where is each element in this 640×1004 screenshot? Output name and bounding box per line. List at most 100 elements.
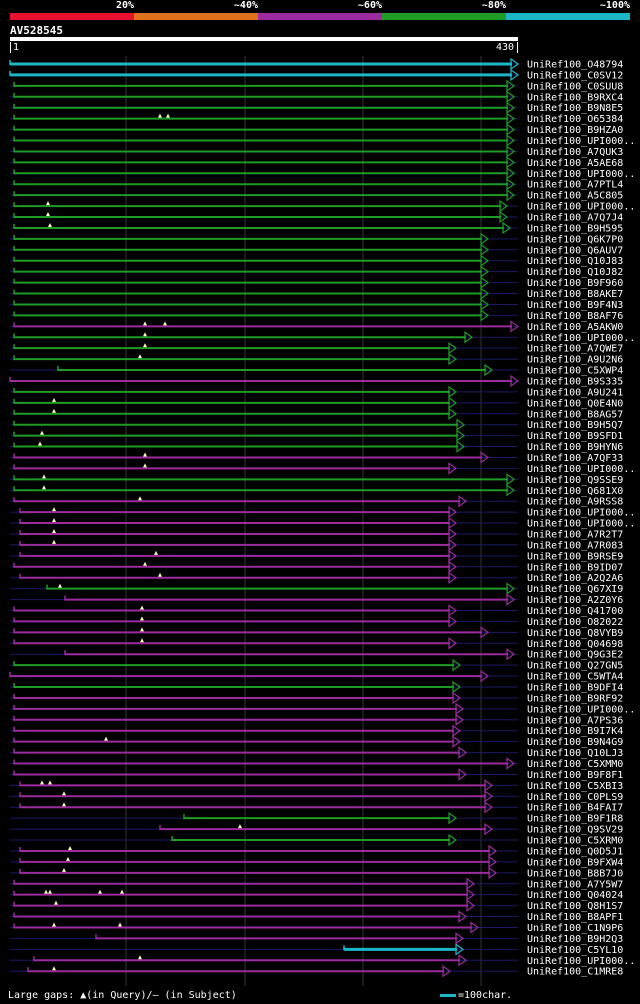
hit-label[interactable]: UniRef100_A7PTL4 xyxy=(527,180,623,191)
hit-label[interactable]: UniRef100_B8B7J0 xyxy=(527,868,623,879)
hit-label[interactable]: UniRef100_Q6AUV7 xyxy=(527,245,623,256)
hit-row[interactable]: UniRef100_Q8VYB9 xyxy=(10,626,623,639)
hit-label[interactable]: UniRef100_Q41700 xyxy=(527,606,623,617)
hit-label[interactable]: UniRef100_O65384 xyxy=(527,114,623,125)
hit-row[interactable]: UniRef100_O82022 xyxy=(10,615,623,628)
hit-label[interactable]: UniRef100_B9S335 xyxy=(527,376,623,387)
hit-row[interactable]: UniRef100_Q10J83 xyxy=(10,254,623,267)
hit-label[interactable]: UniRef100_B9N4G9 xyxy=(527,737,623,748)
hit-label[interactable]: UniRef100_Q9SV29 xyxy=(527,825,623,836)
hit-row[interactable]: UniRef100_Q10J82 xyxy=(10,265,623,279)
hit-row[interactable]: UniRef100_Q10LJ3 xyxy=(10,746,623,760)
hit-row[interactable]: UniRef100_Q8H1S7 xyxy=(10,899,623,913)
hit-row[interactable]: UniRef100_C0PLS9 xyxy=(10,790,623,803)
hit-label[interactable]: UniRef100_C5XMM0 xyxy=(527,759,623,770)
hit-label[interactable]: UniRef100_UPI000.. xyxy=(527,333,635,344)
hit-row[interactable]: UniRef100_B8APF1 xyxy=(10,910,623,924)
hit-row[interactable]: UniRef100_B9SFD1 xyxy=(10,429,623,443)
hit-row[interactable]: UniRef100_B8AG57 xyxy=(10,407,623,421)
hit-label[interactable]: UniRef100_Q0E4N0 xyxy=(527,398,623,409)
hit-row[interactable]: UniRef100_A7R2T7 xyxy=(10,527,623,541)
hit-label[interactable]: UniRef100_B9DFI4 xyxy=(527,683,623,694)
hit-row[interactable]: UniRef100_C0SUU8 xyxy=(10,79,623,93)
hit-row[interactable]: UniRef100_Q41700 xyxy=(10,604,623,618)
hit-label[interactable]: UniRef100_B4FAI7 xyxy=(527,803,623,814)
hit-row[interactable]: UniRef100_B9S335 xyxy=(9,374,623,388)
hit-label[interactable]: UniRef100_B8AKE7 xyxy=(527,289,623,300)
hit-row[interactable]: UniRef100_C5XMM0 xyxy=(10,757,623,771)
hit-row[interactable]: UniRef100_C5WTA4 xyxy=(9,669,623,683)
hit-row[interactable]: UniRef100_Q0D5J1 xyxy=(10,844,623,858)
hit-label[interactable]: UniRef100_B9H5Q7 xyxy=(527,420,623,431)
hit-label[interactable]: UniRef100_O48794 xyxy=(527,60,623,71)
hit-row[interactable]: UniRef100_A5AE68 xyxy=(10,156,623,169)
hit-label[interactable]: UniRef100_C0PLS9 xyxy=(527,792,623,803)
hit-row[interactable]: UniRef100_B8AF76 xyxy=(10,309,623,322)
hit-row[interactable]: UniRef100_UPI000.. xyxy=(10,167,635,180)
hit-label[interactable]: UniRef100_C0SUU8 xyxy=(527,81,623,92)
hit-label[interactable]: UniRef100_B9ID07 xyxy=(527,562,623,573)
hit-label[interactable]: UniRef100_B9RXC4 xyxy=(527,92,623,103)
hit-label[interactable]: UniRef100_B9FXW4 xyxy=(527,857,623,868)
hit-label[interactable]: UniRef100_C1MRE8 xyxy=(527,967,623,978)
hit-label[interactable]: UniRef100_B8APF1 xyxy=(527,912,623,923)
hit-row[interactable]: UniRef100_B9H5Q7 xyxy=(10,418,623,432)
hit-label[interactable]: UniRef100_B9HYN6 xyxy=(527,442,623,453)
hit-row[interactable]: UniRef100_B9H595 xyxy=(10,221,623,235)
hit-label[interactable]: UniRef100_C5WTA4 xyxy=(527,672,623,683)
hit-row[interactable]: UniRef100_Q9SSE9 xyxy=(10,473,623,486)
hit-label[interactable]: UniRef100_B9I7K4 xyxy=(527,726,623,737)
hit-label[interactable]: UniRef100_A7QF33 xyxy=(527,453,623,464)
hit-label[interactable]: UniRef100_C1N9P6 xyxy=(527,923,623,934)
hit-row[interactable]: UniRef100_A7PS36 xyxy=(10,713,623,727)
hit-row[interactable]: UniRef100_A7R083 xyxy=(10,538,623,552)
hit-row[interactable]: UniRef100_B9F1R8 xyxy=(10,812,623,825)
hit-label[interactable]: UniRef100_B9H2Q3 xyxy=(527,934,623,945)
hit-label[interactable]: UniRef100_UPI000.. xyxy=(527,136,635,147)
hit-row[interactable]: UniRef100_C5XRM0 xyxy=(10,833,623,847)
hit-label[interactable]: UniRef100_B9F4N3 xyxy=(527,300,623,311)
hit-row[interactable]: UniRef100_C5XWP4 xyxy=(10,363,623,377)
hit-row[interactable]: UniRef100_Q9SV29 xyxy=(10,822,623,836)
hit-row[interactable]: UniRef100_A2Q2A6 xyxy=(10,571,623,585)
hit-row[interactable]: UniRef100_C1N9P6 xyxy=(10,921,623,934)
hit-row[interactable]: UniRef100_Q6AUV7 xyxy=(10,243,623,257)
hit-label[interactable]: UniRef100_UPI000.. xyxy=(527,519,635,530)
hit-label[interactable]: UniRef100_C0SV12 xyxy=(527,70,623,81)
hit-label[interactable]: UniRef100_B9SFD1 xyxy=(527,431,623,442)
hit-row[interactable]: UniRef100_UPI000.. xyxy=(10,462,635,475)
hit-label[interactable]: UniRef100_B9N8E5 xyxy=(527,103,623,114)
hit-row[interactable]: UniRef100_B9RSE9 xyxy=(10,549,623,563)
hit-label[interactable]: UniRef100_Q67XI9 xyxy=(527,584,623,595)
hit-row[interactable]: UniRef100_B9F4N3 xyxy=(10,298,623,311)
hit-label[interactable]: UniRef100_Q10J82 xyxy=(527,267,623,278)
hit-row[interactable]: UniRef100_A9RSS8 xyxy=(10,495,623,508)
hit-row[interactable]: UniRef100_Q67XI9 xyxy=(10,582,623,596)
hit-label[interactable]: UniRef100_A7QUK3 xyxy=(527,147,623,158)
hit-row[interactable]: UniRef100_B9RXC4 xyxy=(10,90,623,104)
hit-label[interactable]: UniRef100_A7Y5W7 xyxy=(527,879,623,890)
hit-row[interactable]: UniRef100_B9I7K4 xyxy=(10,724,623,738)
hit-row[interactable]: UniRef100_UPI000.. xyxy=(10,134,635,148)
hit-label[interactable]: UniRef100_B9RSE9 xyxy=(527,551,623,562)
hit-label[interactable]: UniRef100_A7PS36 xyxy=(527,715,623,726)
hit-row[interactable]: UniRef100_Q681X0 xyxy=(10,484,623,497)
hit-label[interactable]: UniRef100_C5YL10 xyxy=(527,945,623,956)
hit-row[interactable]: UniRef100_A7QWE7 xyxy=(10,342,623,355)
hit-label[interactable]: UniRef100_Q8H1S7 xyxy=(527,901,623,912)
hit-label[interactable]: UniRef100_B9H595 xyxy=(527,223,623,234)
hit-label[interactable]: UniRef100_Q9G3E2 xyxy=(527,650,623,661)
hit-label[interactable]: UniRef100_Q0D5J1 xyxy=(527,846,623,857)
hit-row[interactable]: UniRef100_B9N8E5 xyxy=(10,101,623,115)
hit-label[interactable]: UniRef100_O82022 xyxy=(527,617,623,628)
hit-row[interactable]: UniRef100_B9H2Q3 xyxy=(10,932,623,945)
hit-label[interactable]: UniRef100_UPI000.. xyxy=(527,464,635,475)
hit-label[interactable]: UniRef100_Q8VYB9 xyxy=(527,628,623,639)
hit-label[interactable]: UniRef100_A7R2T7 xyxy=(527,529,623,540)
hit-row[interactable]: UniRef100_A2Z0Y6 xyxy=(10,593,623,607)
hit-row[interactable]: UniRef100_A5AKW0 xyxy=(10,320,623,333)
hit-label[interactable]: UniRef100_B9F960 xyxy=(527,278,623,289)
hit-label[interactable]: UniRef100_A5C805 xyxy=(527,191,623,202)
hit-label[interactable]: UniRef100_Q9SSE9 xyxy=(527,475,623,486)
hit-label[interactable]: UniRef100_UPI000.. xyxy=(527,956,635,967)
